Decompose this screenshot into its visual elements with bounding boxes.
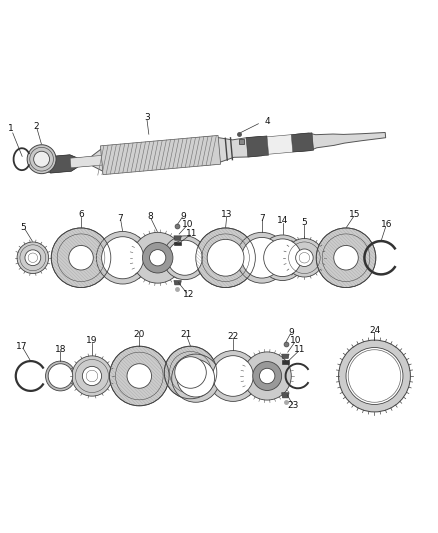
Polygon shape bbox=[246, 136, 268, 157]
Circle shape bbox=[25, 250, 41, 265]
Text: 16: 16 bbox=[381, 220, 392, 229]
Circle shape bbox=[285, 238, 324, 277]
Text: 7: 7 bbox=[117, 214, 124, 223]
Text: 19: 19 bbox=[86, 336, 98, 345]
Circle shape bbox=[296, 249, 313, 266]
Circle shape bbox=[96, 231, 149, 284]
Circle shape bbox=[163, 236, 207, 280]
Circle shape bbox=[175, 357, 206, 388]
Circle shape bbox=[207, 239, 244, 276]
Polygon shape bbox=[174, 280, 181, 285]
Polygon shape bbox=[291, 133, 314, 152]
Text: 9: 9 bbox=[180, 212, 186, 221]
Text: 18: 18 bbox=[55, 345, 66, 354]
Text: 6: 6 bbox=[78, 211, 84, 219]
Circle shape bbox=[82, 366, 102, 386]
Circle shape bbox=[213, 356, 253, 397]
Text: 14: 14 bbox=[277, 216, 288, 225]
Circle shape bbox=[72, 356, 112, 396]
Polygon shape bbox=[70, 156, 102, 168]
Text: 5: 5 bbox=[21, 223, 27, 231]
Text: 4: 4 bbox=[265, 117, 270, 126]
Circle shape bbox=[177, 359, 215, 397]
Circle shape bbox=[127, 364, 152, 388]
Bar bbox=[282, 360, 289, 364]
Text: 10: 10 bbox=[182, 220, 193, 229]
Polygon shape bbox=[174, 236, 181, 240]
Text: 5: 5 bbox=[301, 218, 307, 227]
Text: 1: 1 bbox=[8, 124, 14, 133]
Circle shape bbox=[196, 228, 255, 287]
Circle shape bbox=[339, 340, 410, 412]
Polygon shape bbox=[282, 393, 289, 398]
Polygon shape bbox=[282, 354, 289, 359]
Text: 23: 23 bbox=[288, 401, 299, 410]
Circle shape bbox=[208, 351, 258, 401]
Text: 12: 12 bbox=[183, 290, 194, 300]
Bar bbox=[174, 242, 181, 246]
Circle shape bbox=[27, 145, 56, 174]
Circle shape bbox=[69, 246, 93, 270]
Polygon shape bbox=[49, 155, 78, 173]
Text: 8: 8 bbox=[147, 212, 153, 221]
Circle shape bbox=[167, 240, 202, 275]
Circle shape bbox=[164, 346, 217, 399]
Text: 17: 17 bbox=[16, 342, 28, 351]
Circle shape bbox=[237, 232, 287, 283]
Polygon shape bbox=[39, 133, 386, 173]
Text: 9: 9 bbox=[288, 328, 294, 337]
Circle shape bbox=[17, 242, 49, 273]
Text: 21: 21 bbox=[180, 330, 192, 339]
Circle shape bbox=[142, 243, 173, 273]
Circle shape bbox=[316, 228, 376, 287]
Circle shape bbox=[34, 151, 49, 167]
Circle shape bbox=[253, 361, 282, 391]
Text: 7: 7 bbox=[259, 214, 265, 223]
Bar bbox=[239, 140, 244, 144]
Polygon shape bbox=[100, 135, 221, 175]
Text: 13: 13 bbox=[221, 211, 233, 219]
Text: 15: 15 bbox=[349, 211, 360, 219]
Circle shape bbox=[259, 368, 275, 384]
Circle shape bbox=[346, 348, 403, 405]
Text: 10: 10 bbox=[290, 336, 301, 345]
Text: 22: 22 bbox=[227, 332, 239, 341]
Circle shape bbox=[46, 361, 75, 391]
Circle shape bbox=[242, 237, 282, 278]
Circle shape bbox=[110, 346, 169, 406]
Circle shape bbox=[48, 364, 73, 388]
Circle shape bbox=[51, 228, 111, 287]
Text: 11: 11 bbox=[186, 229, 198, 238]
Circle shape bbox=[264, 239, 301, 277]
Circle shape bbox=[243, 352, 291, 400]
Polygon shape bbox=[267, 135, 293, 154]
Circle shape bbox=[172, 354, 220, 402]
Circle shape bbox=[149, 249, 166, 266]
Text: 2: 2 bbox=[34, 122, 39, 131]
Text: 11: 11 bbox=[294, 345, 306, 354]
Circle shape bbox=[102, 237, 144, 279]
Text: 24: 24 bbox=[369, 326, 380, 335]
Circle shape bbox=[334, 246, 358, 270]
Text: 20: 20 bbox=[134, 330, 145, 339]
Circle shape bbox=[132, 232, 183, 283]
Text: 3: 3 bbox=[144, 113, 150, 122]
Circle shape bbox=[260, 235, 305, 280]
